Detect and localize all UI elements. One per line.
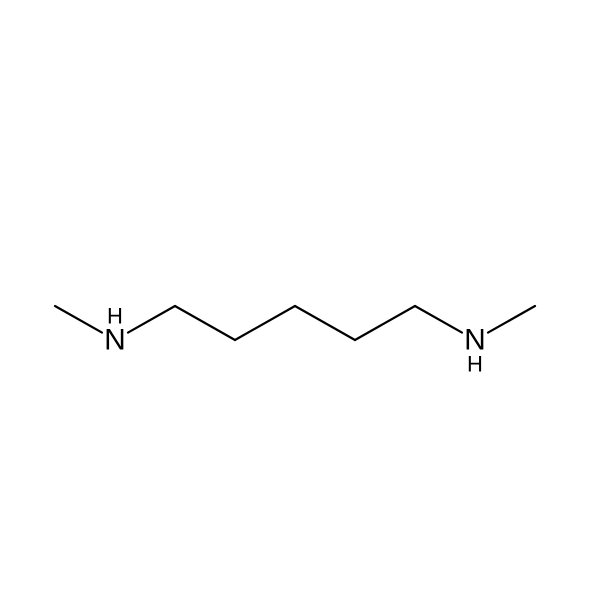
molecule-diagram: NHNH (0, 0, 600, 600)
hydrogen-label: H (467, 352, 483, 377)
canvas-background (0, 0, 600, 600)
hydrogen-label: H (107, 304, 123, 329)
